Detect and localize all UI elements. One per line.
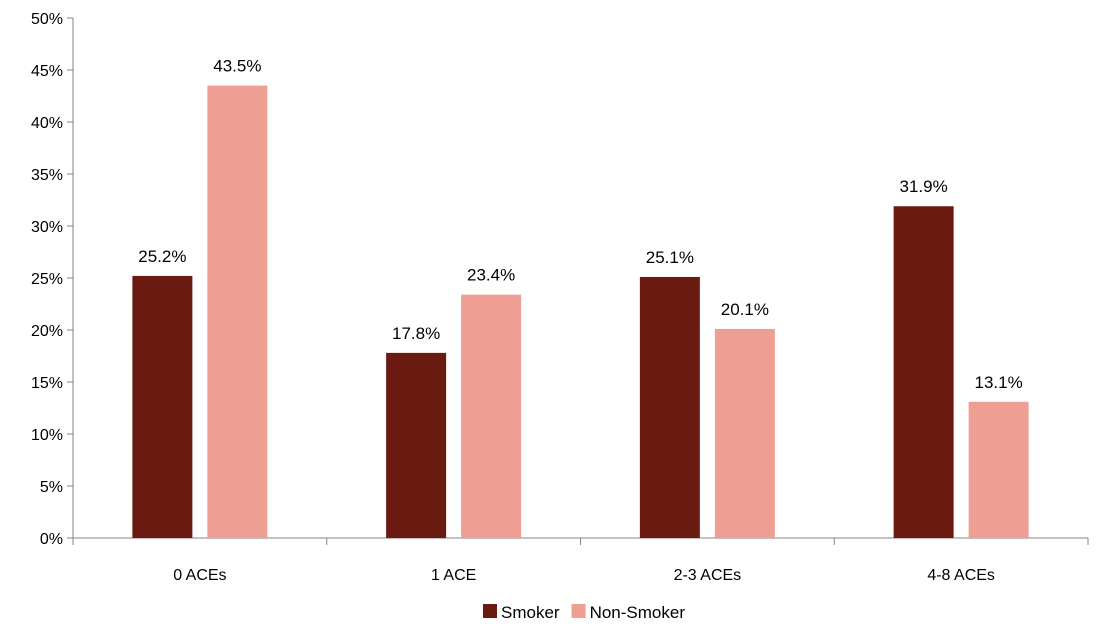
bar-smoker-2 bbox=[386, 352, 447, 538]
y-tick-label: 20% bbox=[31, 323, 63, 340]
data-label: 25.2% bbox=[138, 247, 186, 266]
bar-smoker-1 bbox=[132, 275, 193, 538]
x-category-label: 0 ACEs bbox=[173, 567, 226, 584]
x-category-label: 2-3 ACEs bbox=[674, 567, 742, 584]
data-label: 17.8% bbox=[392, 324, 440, 343]
legend: Smoker Non-Smoker bbox=[483, 603, 685, 622]
bars bbox=[132, 85, 1029, 539]
y-tick-label: 10% bbox=[31, 427, 63, 444]
y-tick-label: 50% bbox=[31, 11, 63, 28]
legend-label: Smoker bbox=[501, 603, 560, 622]
legend-swatch bbox=[571, 604, 586, 618]
y-tick-label: 15% bbox=[31, 375, 63, 392]
data-label: 20.1% bbox=[721, 300, 769, 319]
x-category-label: 1 ACE bbox=[431, 567, 476, 584]
legend-label: Non-Smoker bbox=[590, 603, 686, 622]
y-tick-label: 5% bbox=[40, 479, 63, 496]
y-tick-label: 0% bbox=[40, 531, 63, 548]
bar-smoker-4 bbox=[893, 206, 954, 539]
bar-non-smoker-1 bbox=[207, 85, 268, 538]
legend-entry: Non-Smoker bbox=[571, 603, 686, 622]
y-tick-label: 30% bbox=[31, 219, 63, 236]
y-tick-label: 40% bbox=[31, 115, 63, 132]
legend-entry: Smoker bbox=[483, 603, 560, 622]
y-tick-label: 45% bbox=[31, 63, 63, 80]
data-label: 43.5% bbox=[213, 57, 261, 76]
data-label: 31.9% bbox=[900, 177, 948, 196]
data-labels: 25.2% 43.5% 17.8% 23.4% 25.1% 20.1% 31.9% 13.1% bbox=[138, 57, 1022, 392]
data-label: 23.4% bbox=[467, 266, 515, 285]
bar-smoker-3 bbox=[639, 276, 700, 538]
data-label: 25.1% bbox=[646, 248, 694, 267]
bar-non-smoker-2 bbox=[461, 294, 522, 538]
x-category-label: 4-8 ACEs bbox=[927, 567, 995, 584]
legend-swatch bbox=[483, 604, 497, 618]
bar-non-smoker-4 bbox=[968, 401, 1029, 538]
bar-non-smoker-3 bbox=[714, 328, 775, 538]
y-tick-label: 25% bbox=[31, 271, 63, 288]
axes: 0% 5% 10% 15% 20% 25% 30% 35% 40% 45% 50% 0 ACEs 1 A… bbox=[31, 11, 1089, 584]
y-tick-label: 35% bbox=[31, 167, 63, 184]
data-label: 13.1% bbox=[975, 373, 1023, 392]
